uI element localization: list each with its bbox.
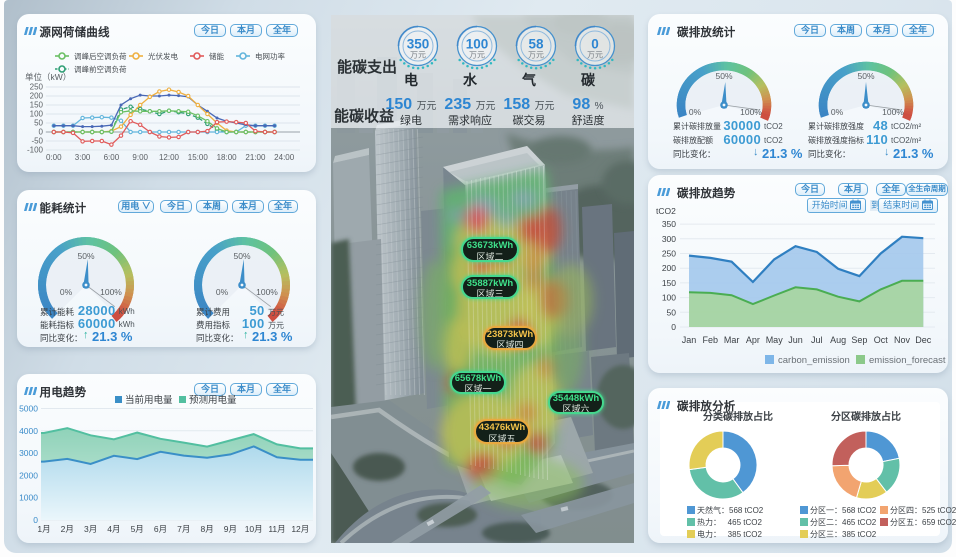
svg-text:Aug: Aug <box>830 335 846 345</box>
svg-text:2月: 2月 <box>61 524 74 534</box>
svg-text:58: 58 <box>528 37 544 52</box>
svg-text:50%: 50% <box>715 71 732 81</box>
svg-text:8月: 8月 <box>200 524 213 534</box>
svg-text:12:00: 12:00 <box>159 153 180 162</box>
svg-text:100: 100 <box>662 293 676 303</box>
svg-text:5000: 5000 <box>19 404 38 414</box>
svg-text:emission_forecast: emission_forecast <box>869 355 946 366</box>
svg-text:调峰后空调负荷: 调峰后空调负荷 <box>74 51 127 61</box>
svg-text:0: 0 <box>591 37 599 52</box>
svg-text:200: 200 <box>662 263 676 273</box>
svg-text:6月: 6月 <box>154 524 167 534</box>
svg-text:300: 300 <box>662 234 676 244</box>
svg-text:11月: 11月 <box>268 524 285 534</box>
svg-text:50: 50 <box>34 119 43 128</box>
svg-text:万元: 万元 <box>587 51 603 60</box>
svg-text:调峰前空调负荷: 调峰前空调负荷 <box>74 64 127 74</box>
svg-text:18:00: 18:00 <box>217 153 238 162</box>
svg-text:万元: 万元 <box>469 51 485 60</box>
svg-text:1000: 1000 <box>19 493 38 503</box>
svg-text:Feb: Feb <box>703 335 719 345</box>
svg-text:350: 350 <box>662 219 676 229</box>
svg-text:100: 100 <box>30 110 44 119</box>
svg-text:4000: 4000 <box>19 426 38 436</box>
svg-text:24:00: 24:00 <box>274 153 295 162</box>
svg-text:100: 100 <box>466 37 489 52</box>
svg-text:预测用电量: 预测用电量 <box>189 394 237 406</box>
svg-text:电网功率: 电网功率 <box>255 51 285 61</box>
svg-text:10月: 10月 <box>245 524 263 534</box>
svg-text:0:00: 0:00 <box>46 153 62 162</box>
svg-text:Sep: Sep <box>851 335 867 345</box>
svg-text:万元: 万元 <box>410 51 426 60</box>
svg-text:万元: 万元 <box>528 51 544 60</box>
svg-text:当前用电量: 当前用电量 <box>125 394 173 406</box>
svg-text:0: 0 <box>671 322 676 332</box>
svg-text:12月: 12月 <box>291 524 309 534</box>
svg-text:Nov: Nov <box>894 335 911 345</box>
svg-text:100%: 100% <box>882 107 904 117</box>
svg-text:3月: 3月 <box>84 524 97 534</box>
svg-text:7月: 7月 <box>177 524 190 534</box>
svg-text:Oct: Oct <box>874 335 889 345</box>
svg-text:Apr: Apr <box>746 335 760 345</box>
svg-text:carbon_emission: carbon_emission <box>778 355 850 366</box>
svg-text:2000: 2000 <box>19 470 38 480</box>
svg-text:21:00: 21:00 <box>245 153 266 162</box>
svg-text:tCO2: tCO2 <box>656 206 676 216</box>
svg-text:250: 250 <box>30 83 44 92</box>
svg-text:6:00: 6:00 <box>104 153 120 162</box>
svg-text:光伏发电: 光伏发电 <box>148 51 178 61</box>
svg-text:0%: 0% <box>60 287 73 297</box>
svg-text:0%: 0% <box>831 107 844 117</box>
svg-text:50%: 50% <box>857 71 874 81</box>
svg-text:Jul: Jul <box>811 335 823 345</box>
svg-text:0%: 0% <box>689 107 702 117</box>
svg-text:0%: 0% <box>216 287 229 297</box>
svg-text:150: 150 <box>30 101 44 110</box>
svg-text:0: 0 <box>33 515 38 525</box>
svg-text:50: 50 <box>667 307 677 317</box>
svg-text:Mar: Mar <box>724 335 740 345</box>
svg-text:3000: 3000 <box>19 448 38 458</box>
svg-text:-50: -50 <box>31 137 43 146</box>
svg-text:3:00: 3:00 <box>75 153 91 162</box>
svg-text:单位（kW）: 单位（kW） <box>25 72 71 82</box>
svg-text:100%: 100% <box>740 107 762 117</box>
svg-text:150: 150 <box>662 278 676 288</box>
svg-text:9月: 9月 <box>224 524 237 534</box>
svg-text:5月: 5月 <box>131 524 144 534</box>
svg-text:-100: -100 <box>27 146 44 155</box>
svg-text:350: 350 <box>407 37 430 52</box>
svg-text:4月: 4月 <box>107 524 120 534</box>
svg-text:250: 250 <box>662 249 676 259</box>
svg-text:Jun: Jun <box>788 335 803 345</box>
svg-text:0: 0 <box>39 128 44 137</box>
svg-text:100%: 100% <box>256 287 278 297</box>
svg-text:9:00: 9:00 <box>132 153 148 162</box>
svg-text:May: May <box>766 335 784 345</box>
svg-text:1月: 1月 <box>37 524 50 534</box>
svg-text:200: 200 <box>30 92 44 101</box>
svg-text:Jan: Jan <box>682 335 697 345</box>
svg-text:50%: 50% <box>77 251 94 261</box>
svg-text:15:00: 15:00 <box>188 153 209 162</box>
svg-text:Dec: Dec <box>915 335 932 345</box>
svg-text:储能: 储能 <box>209 51 224 61</box>
svg-text:100%: 100% <box>100 287 122 297</box>
svg-text:50%: 50% <box>233 251 250 261</box>
